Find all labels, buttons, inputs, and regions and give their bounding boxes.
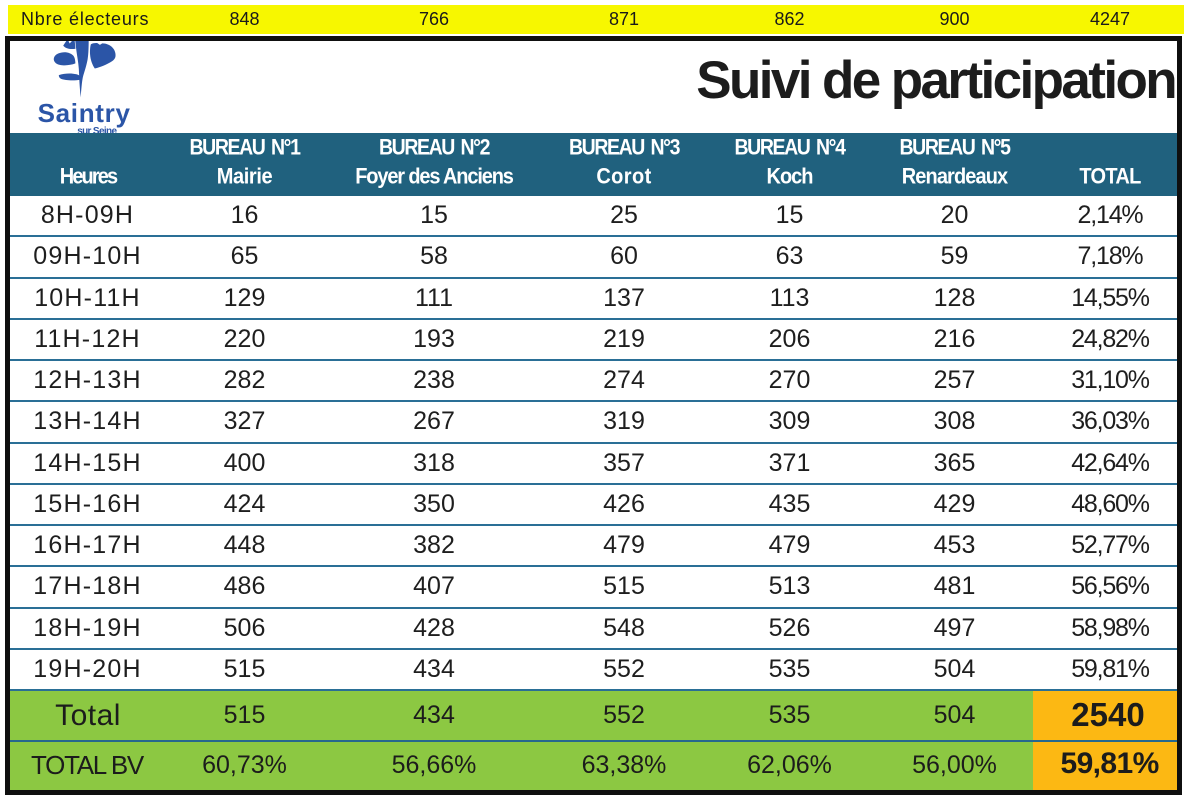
svg-text:sur Seine: sur Seine [77,126,117,137]
svg-text:Saintry: Saintry [38,98,131,128]
